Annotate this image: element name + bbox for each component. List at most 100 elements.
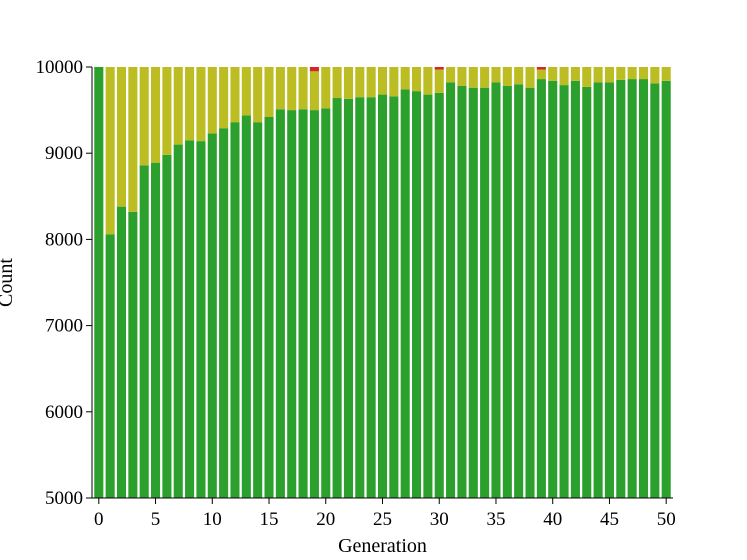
bar-green-segment	[389, 96, 399, 498]
bar-yellow-segment	[638, 67, 649, 80]
bar-yellow-segment	[355, 67, 365, 98]
bar-green-segment	[343, 98, 353, 498]
bar-green-segment	[173, 144, 183, 498]
bar-yellow-segment	[241, 67, 251, 116]
bar-yellow-segment	[514, 67, 524, 85]
bar-green-segment	[446, 82, 456, 499]
bar-green-segment	[525, 87, 535, 498]
bar-yellow-segment	[377, 67, 388, 95]
bar-red-segment	[434, 67, 444, 70]
bar-green-segment	[434, 92, 444, 499]
bar-green-segment	[332, 98, 342, 498]
bar-yellow-segment	[650, 67, 660, 84]
bar-yellow-segment	[173, 67, 183, 145]
bar-green-segment	[627, 79, 637, 498]
bar-yellow-segment	[298, 67, 308, 110]
y-tick-label: 7000	[45, 316, 83, 337]
bar-green-segment	[638, 79, 649, 498]
y-tick-label: 8000	[45, 229, 83, 250]
bar-green-segment	[650, 83, 660, 498]
bar-yellow-segment	[468, 67, 478, 88]
bar-green-segment	[219, 128, 229, 498]
bar-yellow-segment	[196, 67, 206, 142]
x-tick-label: 45	[600, 509, 619, 530]
bar-yellow-segment	[321, 67, 331, 109]
bar-yellow-segment	[309, 71, 319, 111]
bar-yellow-segment	[593, 67, 603, 83]
bar-yellow-segment	[661, 67, 671, 81]
bar-green-segment	[548, 80, 558, 498]
bar-yellow-segment	[139, 67, 149, 166]
x-tick-label: 50	[657, 509, 676, 530]
bar-green-segment	[491, 82, 501, 499]
bar-green-segment	[151, 162, 161, 498]
bar-yellow-segment	[400, 67, 410, 90]
x-axis-label: Generation	[338, 535, 427, 557]
bar-green-segment	[185, 140, 195, 498]
x-tick-label: 30	[430, 509, 449, 530]
bar-red-segment	[536, 67, 546, 70]
bar-yellow-segment	[525, 67, 535, 88]
x-tick-label: 35	[486, 509, 505, 530]
bar-yellow-segment	[287, 67, 297, 111]
bar-yellow-segment	[253, 67, 263, 123]
bar-yellow-segment	[548, 67, 558, 81]
y-tick-label: 6000	[45, 402, 83, 423]
bars-group	[94, 67, 671, 499]
bar-green-segment	[514, 84, 524, 499]
bar-yellow-segment	[105, 67, 115, 235]
bar-yellow-segment	[491, 67, 501, 83]
bar-green-segment	[287, 110, 297, 498]
bar-green-segment	[105, 234, 115, 499]
bar-green-segment	[116, 206, 127, 498]
bar-yellow-segment	[536, 69, 546, 80]
x-tick-label: 25	[373, 509, 392, 530]
bar-green-segment	[309, 110, 319, 498]
bar-yellow-segment	[627, 67, 637, 80]
bar-yellow-segment	[616, 67, 626, 80]
bar-green-segment	[139, 165, 149, 498]
bar-green-segment	[423, 94, 433, 498]
bar-yellow-segment	[570, 67, 580, 81]
bar-yellow-segment	[264, 67, 274, 117]
bar-yellow-segment	[275, 67, 285, 110]
bar-green-segment	[559, 85, 569, 498]
bar-yellow-segment	[128, 67, 138, 212]
bar-yellow-segment	[457, 67, 467, 86]
bar-yellow-segment	[434, 69, 444, 93]
bar-yellow-segment	[423, 67, 433, 95]
bar-green-segment	[412, 91, 422, 498]
x-tick-label: 5	[151, 509, 161, 530]
y-axis-label: Count	[0, 258, 17, 307]
x-tick-label: 10	[203, 509, 222, 530]
bar-green-segment	[593, 82, 603, 499]
bar-green-segment	[128, 211, 138, 498]
bar-green-segment	[661, 80, 671, 498]
bar-green-segment	[366, 97, 376, 499]
bar-green-segment	[162, 154, 172, 499]
bar-green-segment	[457, 85, 467, 499]
bar-yellow-segment	[207, 67, 217, 134]
bar-yellow-segment	[332, 67, 342, 99]
bar-red-segment	[309, 67, 319, 72]
bar-green-segment	[94, 67, 104, 498]
y-tick-label: 9000	[45, 143, 83, 164]
y-tick-label: 10000	[36, 57, 84, 78]
bar-green-segment	[275, 109, 285, 499]
bar-green-segment	[377, 94, 388, 498]
bar-yellow-segment	[162, 67, 172, 155]
x-tick-label: 15	[260, 509, 279, 530]
bar-green-segment	[468, 87, 478, 498]
bar-green-segment	[570, 80, 580, 498]
bar-green-segment	[230, 122, 240, 499]
bar-green-segment	[400, 89, 410, 498]
bar-green-segment	[253, 122, 263, 499]
x-tick-label: 40	[543, 509, 562, 530]
bar-green-segment	[207, 133, 217, 498]
y-ticks-group: 5000 6000 7000 8000 9000 10000	[36, 57, 92, 509]
bar-green-segment	[582, 86, 592, 498]
bar-green-segment	[480, 87, 490, 498]
bar-yellow-segment	[151, 67, 161, 163]
bar-green-segment	[298, 109, 308, 499]
bar-green-segment	[264, 117, 274, 498]
